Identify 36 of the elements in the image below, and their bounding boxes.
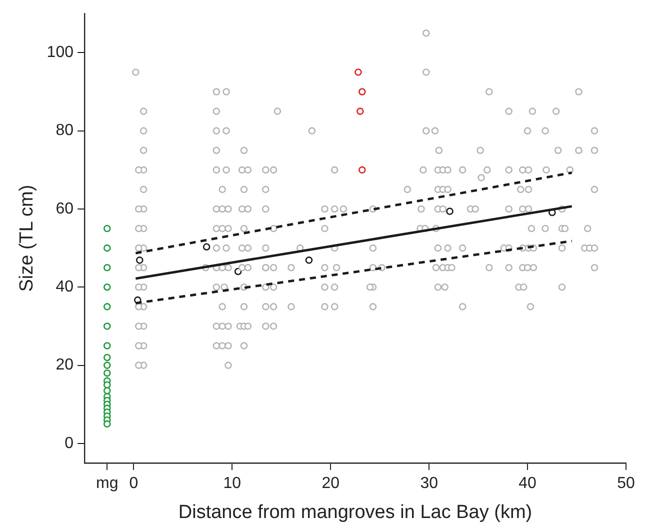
x-tick-label: 20 — [322, 475, 340, 492]
point — [202, 243, 210, 251]
point — [103, 342, 111, 350]
point — [103, 354, 111, 362]
point — [358, 88, 366, 96]
x-tick-label: 50 — [617, 475, 635, 492]
x-tick-label: 40 — [518, 475, 537, 492]
y-tick-label: 0 — [64, 434, 74, 452]
y-tick-label: 20 — [56, 356, 74, 374]
point — [103, 387, 111, 394]
x-tick-label: 0 — [129, 475, 138, 492]
point — [103, 264, 111, 272]
point — [358, 166, 366, 174]
point — [103, 381, 111, 388]
point — [103, 284, 111, 291]
point — [103, 369, 111, 377]
x-tick-label: mg — [96, 475, 118, 492]
point — [103, 224, 111, 232]
point — [356, 108, 364, 115]
point — [103, 322, 111, 330]
y-tick-label: 100 — [46, 44, 74, 62]
point — [103, 244, 111, 252]
point — [136, 256, 144, 264]
point — [446, 208, 454, 215]
point — [103, 362, 111, 369]
y-tick-label: 40 — [56, 278, 74, 296]
x-axis-title: Distance from mangroves in Lac Bay (km) — [178, 502, 532, 523]
x-tick-label: 30 — [420, 475, 438, 492]
y-axis-title: Size (TL cm) — [16, 184, 38, 292]
point — [103, 420, 111, 428]
x-tick-label: 10 — [223, 475, 242, 492]
y-tick-label: 60 — [56, 200, 74, 218]
point — [354, 68, 362, 76]
y-tick-label: 80 — [56, 122, 74, 140]
point — [305, 256, 313, 264]
point — [103, 303, 111, 310]
